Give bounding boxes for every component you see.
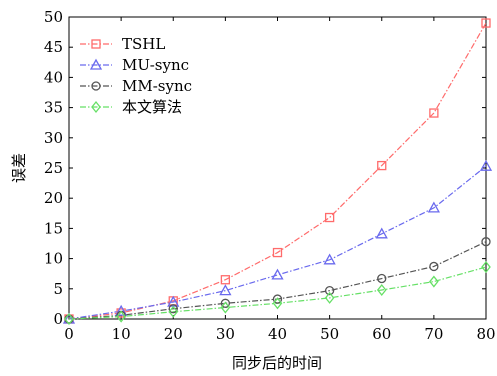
data-point <box>377 160 387 171</box>
data-point <box>64 312 74 326</box>
x-tick-label: 50 <box>320 325 339 343</box>
data-point <box>376 283 387 297</box>
y-tick-label: 5 <box>53 280 63 298</box>
data-point <box>219 284 232 296</box>
data-point <box>481 261 491 274</box>
x-tick-label: 70 <box>424 325 443 343</box>
y-tick-label: 30 <box>44 129 63 147</box>
data-point <box>429 261 439 272</box>
y-tick-label: 10 <box>44 250 63 268</box>
data-point <box>272 294 283 304</box>
data-point <box>116 310 126 323</box>
x-tick-label: 0 <box>64 325 74 343</box>
data-point <box>271 268 284 280</box>
data-point <box>481 18 491 28</box>
data-point <box>427 201 440 213</box>
data-point <box>272 297 283 310</box>
legend-marker <box>91 39 101 49</box>
data-point <box>168 304 178 314</box>
data-point <box>220 298 231 308</box>
x-tick-label: 20 <box>164 325 183 343</box>
data-point <box>323 253 336 265</box>
y-tick-label: 50 <box>44 8 63 26</box>
legend-marker <box>91 81 101 91</box>
data-point <box>377 273 387 284</box>
data-point <box>479 159 493 171</box>
series-line-0 <box>68 22 487 320</box>
legend: TSHL MU-sync MM-sync 本文算法 <box>80 35 192 116</box>
x-tick-label: 60 <box>372 325 391 343</box>
data-point <box>220 301 231 314</box>
x-axis-title: 同步后的时间 <box>232 354 322 372</box>
data-point <box>324 285 335 296</box>
y-tick-label: 20 <box>44 189 63 207</box>
data-point <box>272 247 283 258</box>
series-markers <box>62 18 493 326</box>
series-line-1 <box>68 165 487 320</box>
data-point <box>481 237 491 247</box>
legend-marker <box>91 100 101 114</box>
y-tick-label: 15 <box>44 219 63 237</box>
data-point <box>429 275 439 288</box>
data-point <box>220 275 231 285</box>
y-tick-label: 40 <box>44 68 63 86</box>
legend-label: MM-sync <box>122 77 192 95</box>
data-point <box>429 108 439 118</box>
data-point <box>324 291 335 304</box>
y-axis-title: 误差 <box>10 153 28 183</box>
axis-ticks: 0 10 20 30 40 50 60 70 80 0 5 10 15 20 25 30 35 40 45 50 <box>44 8 496 343</box>
data-point <box>324 212 335 223</box>
y-tick-label: 45 <box>44 38 63 56</box>
legend-marker <box>89 58 103 70</box>
y-tick-label: 25 <box>44 159 63 177</box>
y-tick-label: 0 <box>53 310 63 328</box>
data-point <box>168 305 179 318</box>
data-point <box>115 304 128 316</box>
legend-label: MU-sync <box>122 56 189 74</box>
legend-label: 本文算法 <box>122 98 182 116</box>
x-tick-label: 80 <box>476 325 495 343</box>
data-point <box>375 227 388 239</box>
x-tick-label: 30 <box>216 325 235 343</box>
legend-label: TSHL <box>122 35 165 53</box>
y-tick-label: 35 <box>44 99 63 117</box>
x-tick-label: 40 <box>268 325 287 343</box>
x-tick-label: 10 <box>112 325 131 343</box>
